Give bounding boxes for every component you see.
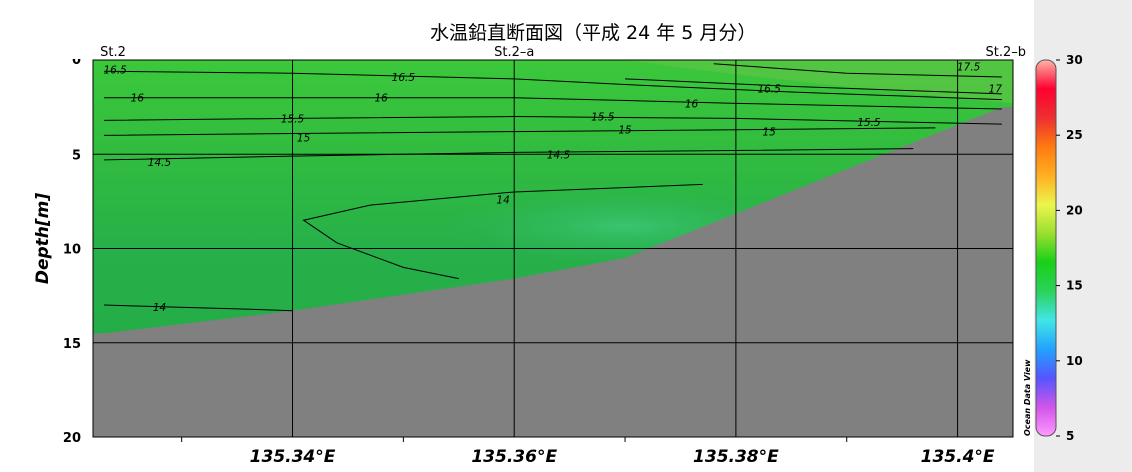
x-tick-label: 135.38°E (693, 447, 779, 467)
y-tick-label: 5 (72, 148, 81, 163)
contour-label: 15.5 (591, 112, 615, 124)
y-axis-label: Depth[m] (33, 193, 53, 285)
colorbar (1035, 59, 1057, 437)
colorbar-tick-label: 25 (1066, 128, 1083, 142)
station-label: St.2 (100, 45, 126, 60)
contour-label: 15 (618, 125, 632, 137)
contour-line (713, 63, 1002, 78)
x-tick-label: 135.4°E (921, 447, 995, 467)
x-tick-label: 135.34°E (250, 447, 336, 467)
contour-line (104, 70, 1002, 101)
contour-label: 16 (685, 98, 699, 110)
seabed (93, 107, 1013, 437)
contour-label: 15 (297, 132, 311, 144)
colorbar-tick-label: 10 (1066, 354, 1083, 368)
colorbar-tick-label: 30 (1066, 53, 1083, 67)
ocean-data-view-watermark: Ocean Data View (1023, 359, 1032, 436)
contour-label: 15 (762, 127, 776, 139)
y-tick-label: 10 (63, 243, 81, 258)
top-mask (40, 48, 92, 59)
contour-label: 17.5 (957, 62, 981, 74)
colorbar-tick-label: 20 (1066, 203, 1083, 217)
contour-label: 14 (153, 302, 166, 314)
contour-label: 16.5 (392, 72, 416, 84)
colorbar-tick-label: 15 (1066, 279, 1083, 293)
x-tick-label: 135.36°E (471, 447, 557, 467)
station-label: St.2–a (494, 45, 534, 60)
contour-label: 17 (989, 83, 1003, 95)
contour-label: 14.5 (148, 157, 172, 169)
plot-frame (92, 59, 1014, 438)
contour-label: 16.5 (757, 83, 781, 95)
y-tick-label: 0 (72, 53, 81, 68)
chart-title: 水温鉛直断面図（平成 24 年 5 月分） (430, 22, 757, 44)
contour-label: 15.5 (857, 117, 881, 129)
contour-label: 16 (131, 93, 145, 105)
station-label: St.2–b (985, 45, 1026, 60)
contour-label: 14.5 (547, 149, 571, 161)
y-tick-label: 20 (63, 431, 81, 446)
warm-surface-area (625, 60, 1013, 104)
contour-label: 14 (496, 194, 509, 206)
contour-line (625, 78, 1002, 95)
contour-line (104, 304, 293, 312)
contour-label: 16.5 (103, 64, 127, 76)
contour-label: 16 (375, 93, 389, 105)
y-tick-label: 15 (63, 337, 81, 352)
colorbar-tick-label: 5 (1066, 429, 1074, 443)
